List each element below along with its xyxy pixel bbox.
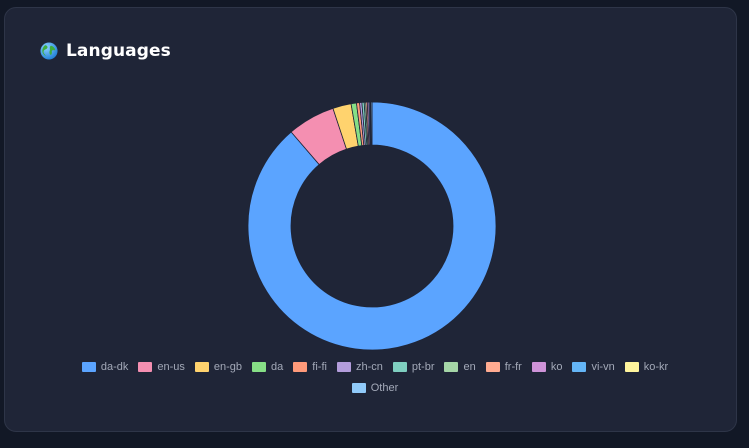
slice-da-dk[interactable]: [247, 101, 497, 351]
legend-label: pt-br: [411, 361, 435, 373]
legend-swatch: [485, 362, 500, 372]
legend-item-other[interactable]: Other: [351, 381, 399, 395]
chart-legend: da-dk en-us en-gb da fi-fi zh-cn pt-br en fr-fr k…: [65, 360, 685, 395]
legend-item-ko[interactable]: ko: [531, 360, 563, 374]
legend-item-vi-vn[interactable]: vi-vn: [572, 360, 615, 374]
legend-label: en-gb: [213, 361, 243, 373]
legend-swatch: [444, 362, 459, 372]
legend-item-da-dk[interactable]: da-dk: [81, 360, 129, 374]
languages-card: Languages da-dk en-us en-gb da fi-fi zh-cn pt-…: [4, 7, 737, 432]
legend-swatch: [293, 362, 308, 372]
legend-label: Other: [370, 382, 399, 394]
legend-swatch: [351, 383, 366, 393]
legend-label: zh-cn: [355, 361, 383, 373]
legend-label: ko-kr: [643, 361, 669, 373]
legend-label: da-dk: [100, 361, 129, 373]
legend-swatch: [624, 362, 639, 372]
globe-icon: [40, 42, 58, 60]
slice-other[interactable]: [370, 101, 373, 146]
legend-swatch: [392, 362, 407, 372]
legend-item-en-gb[interactable]: en-gb: [194, 360, 243, 374]
legend-swatch: [81, 362, 96, 372]
legend-swatch: [252, 362, 267, 372]
legend-label: da: [271, 361, 284, 373]
legend-swatch: [531, 362, 546, 372]
legend-item-en-us[interactable]: en-us: [138, 360, 185, 374]
legend-item-pt-br[interactable]: pt-br: [392, 360, 435, 374]
legend-item-en[interactable]: en: [444, 360, 476, 374]
legend-label: fr-fr: [504, 361, 522, 373]
legend-label: vi-vn: [591, 361, 615, 373]
legend-item-fi-fi[interactable]: fi-fi: [293, 360, 327, 374]
legend-label: fi-fi: [312, 361, 327, 373]
card-title: Languages: [66, 41, 171, 61]
card-header: Languages: [40, 41, 171, 61]
legend-label: en-us: [157, 361, 185, 373]
legend-swatch: [336, 362, 351, 372]
legend-swatch: [572, 362, 587, 372]
languages-donut-chart: [247, 101, 497, 351]
legend-item-da[interactable]: da: [252, 360, 283, 374]
legend-item-fr-fr[interactable]: fr-fr: [485, 360, 522, 374]
legend-item-ko-kr[interactable]: ko-kr: [624, 360, 669, 374]
legend-label: en: [463, 361, 476, 373]
legend-swatch: [138, 362, 153, 372]
legend-swatch: [194, 362, 209, 372]
legend-item-zh-cn[interactable]: zh-cn: [336, 360, 383, 374]
legend-label: ko: [550, 361, 563, 373]
